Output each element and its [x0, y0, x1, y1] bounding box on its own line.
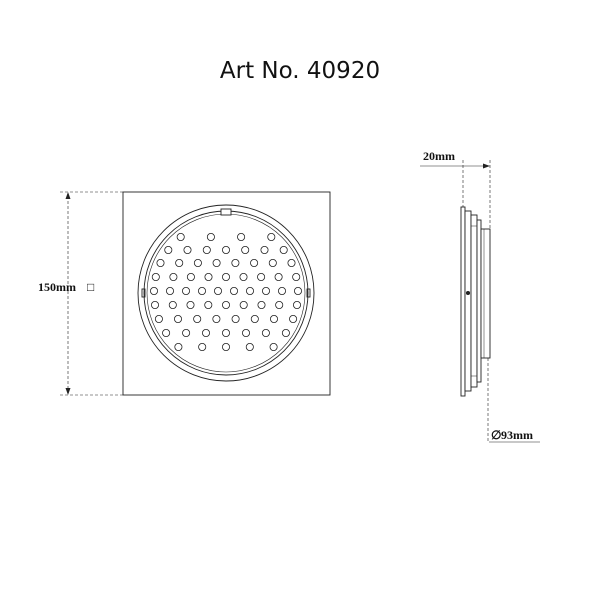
drain-hole: [267, 232, 276, 241]
drain-hole: [174, 342, 183, 351]
drain-hole: [150, 300, 159, 309]
drain-hole: [156, 258, 165, 267]
drain-hole: [250, 258, 259, 267]
square-plate: [122, 191, 331, 396]
drain-hole: [229, 286, 238, 295]
drain-hole: [239, 272, 248, 281]
drain-hole: [151, 272, 160, 281]
drain-hole: [277, 286, 286, 295]
drain-hole: [261, 286, 270, 295]
drain-hole: [197, 286, 206, 295]
drain-hole: [168, 300, 177, 309]
side-body: [480, 228, 491, 359]
drain-hole: [193, 258, 202, 267]
drain-hole: [221, 342, 230, 351]
drain-hole: [289, 314, 298, 323]
front-size-dimension: [60, 191, 123, 396]
drain-hole: [165, 286, 174, 295]
drain-hole: [186, 300, 195, 309]
drain-hole: [162, 328, 171, 337]
drain-hole: [176, 232, 185, 241]
diameter-dimension: [487, 358, 540, 443]
drain-hole: [221, 245, 230, 254]
depth-dimension: [420, 160, 491, 229]
drain-hole: [231, 258, 240, 267]
drain-hole: [221, 328, 230, 337]
drain-hole: [213, 286, 222, 295]
drain-hole: [269, 314, 278, 323]
side-view: [460, 206, 491, 397]
grate-outer-ring: [137, 204, 315, 382]
drain-hole: [212, 314, 221, 323]
drain-hole: [269, 342, 278, 351]
drain-hole: [241, 245, 250, 254]
drain-hole: [193, 314, 202, 323]
side-screw: [465, 290, 471, 296]
drain-hole: [293, 286, 302, 295]
grate-rim: [146, 213, 306, 373]
drain-hole: [279, 245, 288, 254]
drain-hole: [239, 300, 248, 309]
depth-label: 20mm: [423, 149, 455, 163]
drain-hole: [245, 286, 254, 295]
front-view: [122, 191, 331, 396]
drain-hole: [198, 342, 207, 351]
drain-hole: [149, 286, 158, 295]
diameter-symbol: ∅: [491, 428, 501, 442]
grate-notch: [220, 208, 232, 216]
drain-hole: [204, 272, 213, 281]
side-flange-plate: [460, 206, 466, 397]
drain-hole: [237, 232, 246, 241]
drain-hole: [173, 314, 182, 323]
drain-hole: [257, 272, 266, 281]
grate-clip-left: [141, 288, 146, 298]
side-rim-step-1: [464, 210, 472, 392]
square-symbol: □: [87, 280, 94, 294]
front-size-label: 150mm: [38, 280, 76, 294]
article-number-title: Art No. 40920: [219, 58, 381, 84]
drain-hole: [274, 272, 283, 281]
drain-hole: [186, 272, 195, 281]
drain-holes: [149, 232, 302, 351]
drain-hole: [275, 300, 284, 309]
drain-hole: [231, 314, 240, 323]
drain-hole: [204, 300, 213, 309]
drain-hole: [221, 272, 230, 281]
drain-hole: [292, 272, 301, 281]
drain-hole: [202, 245, 211, 254]
drain-hole: [245, 342, 254, 351]
drain-hole: [201, 328, 210, 337]
drain-hole: [175, 258, 184, 267]
drain-hole: [292, 300, 301, 309]
diameter-label: 93mm: [501, 428, 533, 442]
drain-hole: [281, 328, 290, 337]
drain-hole: [181, 286, 190, 295]
drain-hole: [183, 245, 192, 254]
drain-hole: [212, 258, 221, 267]
drain-hole: [169, 272, 178, 281]
drain-hole: [250, 314, 259, 323]
drain-hole: [257, 300, 266, 309]
drain-hole: [182, 328, 191, 337]
drain-hole: [287, 258, 296, 267]
drain-hole: [164, 245, 173, 254]
drain-hole: [206, 232, 215, 241]
drain-hole: [241, 328, 250, 337]
drain-hole: [154, 314, 163, 323]
drain-hole: [261, 328, 270, 337]
side-rim-step-3: [476, 219, 482, 383]
drain-hole: [268, 258, 277, 267]
drain-hole: [260, 245, 269, 254]
drain-hole: [221, 300, 230, 309]
side-rim-step-2: [470, 214, 478, 388]
grate-clip-right: [306, 288, 311, 298]
